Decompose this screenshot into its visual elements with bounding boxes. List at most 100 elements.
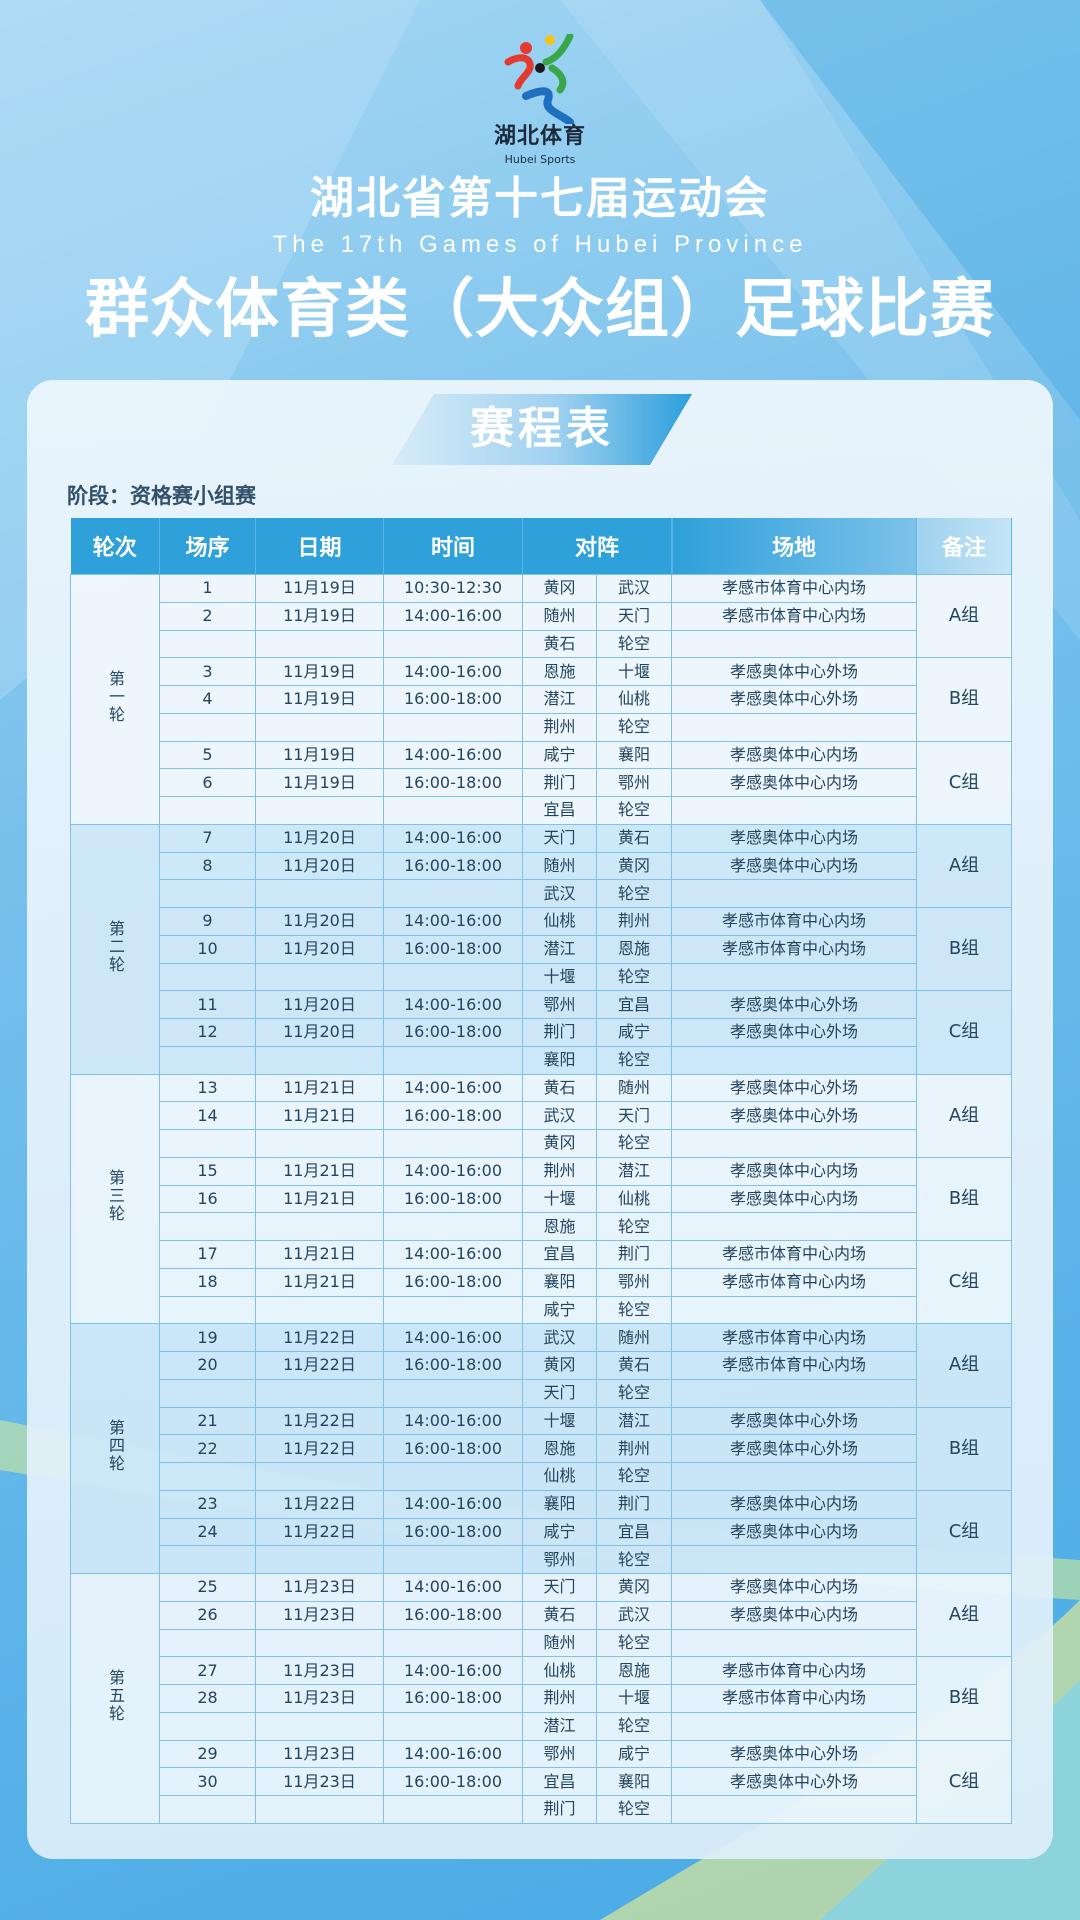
empty-cell: [255, 1711, 384, 1741]
match-time: 14:00-16:00: [383, 1073, 523, 1103]
table-row: 第四轮 19 11月22日 14:00-16:00 武汉 随州 孝感市体育中心内场 A组: [70, 1323, 1013, 1574]
bye-team: 黄石: [522, 629, 597, 659]
away-team: 天门: [595, 1101, 673, 1130]
match-time: 16:00-18:00: [383, 1517, 523, 1547]
empty-cell: [255, 1212, 384, 1241]
away-team: 咸宁: [595, 1739, 673, 1769]
match-no: 12: [159, 1018, 256, 1047]
away-team: 武汉: [595, 1600, 673, 1630]
round-cell: 第二轮: [70, 823, 160, 1075]
bye-row: 武汉 轮空: [71, 879, 1012, 908]
match-date: 11月20日: [255, 934, 384, 964]
home-team: 黄石: [522, 1600, 597, 1630]
bye-row: 荆门 轮空: [71, 1795, 1012, 1824]
match-time: 16:00-18:00: [383, 1351, 523, 1380]
home-team: 十堰: [522, 1184, 597, 1214]
match-venue: 孝感奥体中心内场: [671, 1573, 918, 1602]
match-venue: 孝感奥体中心外场: [671, 1018, 918, 1047]
table-row: 17 11月21日 14:00-16:00 宜昌 荆门 孝感市体育中心内场 C组: [71, 1239, 1013, 1325]
match-date: 11月23日: [255, 1684, 384, 1713]
group-label: C组: [916, 990, 1013, 1075]
match-time: 14:00-16:00: [383, 1323, 523, 1352]
match-venue: 孝感市体育中心内场: [671, 1684, 918, 1713]
bye-row: 天门 轮空: [71, 1378, 1012, 1408]
home-team: 十堰: [522, 1406, 597, 1436]
match-date: 11月19日: [255, 574, 384, 603]
empty-cell: [159, 1711, 256, 1741]
match-no: 26: [159, 1600, 256, 1630]
away-team: 荆州: [595, 1434, 673, 1463]
away-team: 恩施: [595, 1656, 673, 1685]
match-venue: 孝感奥体中心外场: [671, 1739, 918, 1769]
bye-team: 十堰: [522, 962, 597, 992]
empty-cell: [255, 879, 384, 908]
table-row: 22 11月22日 16:00-18:00 恩施 荆州 孝感奥体中心外场: [71, 1434, 1012, 1463]
match-venue: 孝感市体育中心内场: [671, 1240, 918, 1269]
empty-cell: [671, 712, 918, 742]
match-date: 11月21日: [255, 1267, 384, 1297]
logo-text-cn: 湖北体育: [493, 124, 586, 149]
empty-cell: [671, 962, 918, 992]
match-date: 11月23日: [255, 1739, 384, 1769]
group-label: A组: [916, 823, 1013, 909]
away-team: 天门: [595, 601, 673, 631]
home-team: 武汉: [522, 1101, 597, 1130]
match-no: 22: [159, 1434, 256, 1463]
empty-cell: [383, 712, 523, 742]
home-team: 仙桃: [522, 1656, 597, 1685]
group-label: A组: [916, 573, 1013, 659]
match-time: 14:00-16:00: [383, 990, 523, 1019]
bye-team: 襄阳: [522, 1045, 597, 1075]
match-no: 23: [159, 1489, 256, 1519]
table-row: 26 11月23日 16:00-18:00 黄石 武汉 孝感奥体中心内场: [71, 1600, 1012, 1630]
empty-cell: [383, 879, 523, 908]
away-team: 仙桃: [595, 1184, 673, 1214]
match-time: 16:00-18:00: [383, 1434, 523, 1463]
games-title: 湖北省第十七届运动会: [310, 173, 770, 224]
match-time: 14:00-16:00: [383, 740, 523, 770]
home-team: 襄阳: [522, 1489, 597, 1519]
empty-cell: [255, 1045, 384, 1075]
table-row: 30 11月23日 16:00-18:00 宜昌 襄阳 孝感奥体中心外场: [71, 1767, 1012, 1796]
table-row: 23 11月22日 14:00-16:00 襄阳 荆门 孝感奥体中心内场 C组: [71, 1489, 1013, 1575]
event-title: 群众体育类（大众组）足球比赛: [85, 273, 995, 347]
round-cell: 第三轮: [70, 1073, 160, 1325]
col-date: 日期: [255, 518, 384, 575]
match-date: 11月22日: [255, 1323, 384, 1352]
match-no: 15: [159, 1156, 256, 1186]
away-team: 宜昌: [595, 990, 673, 1019]
logo-text-en: Hubei Sports: [504, 153, 576, 166]
bye-label: 轮空: [595, 629, 673, 659]
match-no: 4: [159, 685, 256, 714]
bye-team: 恩施: [522, 1212, 597, 1241]
match-time: 14:00-16:00: [383, 657, 523, 686]
bye-row: 荆州 轮空: [71, 712, 1012, 742]
empty-cell: [383, 629, 523, 659]
match-date: 11月20日: [255, 990, 384, 1019]
match-no: 14: [159, 1101, 256, 1130]
match-date: 11月22日: [255, 1489, 384, 1519]
match-date: 11月23日: [255, 1573, 384, 1602]
match-no: 16: [159, 1184, 256, 1214]
match-time: 14:00-16:00: [383, 823, 523, 853]
match-venue: 孝感市体育中心内场: [671, 934, 918, 964]
bye-row: 随州 轮空: [71, 1628, 1012, 1658]
match-venue: 孝感市体育中心内场: [671, 1267, 918, 1297]
match-venue: 孝感奥体中心内场: [671, 740, 918, 770]
match-no: 24: [159, 1517, 256, 1547]
group-label: B组: [916, 906, 1013, 992]
empty-cell: [255, 1378, 384, 1408]
table-row: 18 11月21日 16:00-18:00 襄阳 鄂州 孝感市体育中心内场: [71, 1267, 1012, 1297]
match-venue: 孝感奥体中心内场: [671, 823, 918, 853]
bye-row: 潜江 轮空: [71, 1711, 1012, 1741]
table-row: 9 11月20日 14:00-16:00 仙桃 荆州 孝感市体育中心内场 B组: [71, 906, 1013, 992]
away-team: 黄石: [595, 1351, 673, 1380]
group-label: A组: [916, 1073, 1013, 1158]
empty-cell: [383, 1795, 523, 1824]
bye-label: 轮空: [595, 1545, 673, 1574]
away-team: 鄂州: [595, 1267, 673, 1297]
empty-cell: [255, 1295, 384, 1325]
empty-cell: [383, 1628, 523, 1658]
match-venue: 孝感奥体中心内场: [671, 1489, 918, 1519]
table-row: 8 11月20日 16:00-18:00 随州 黄冈 孝感奥体中心内场: [71, 851, 1012, 881]
